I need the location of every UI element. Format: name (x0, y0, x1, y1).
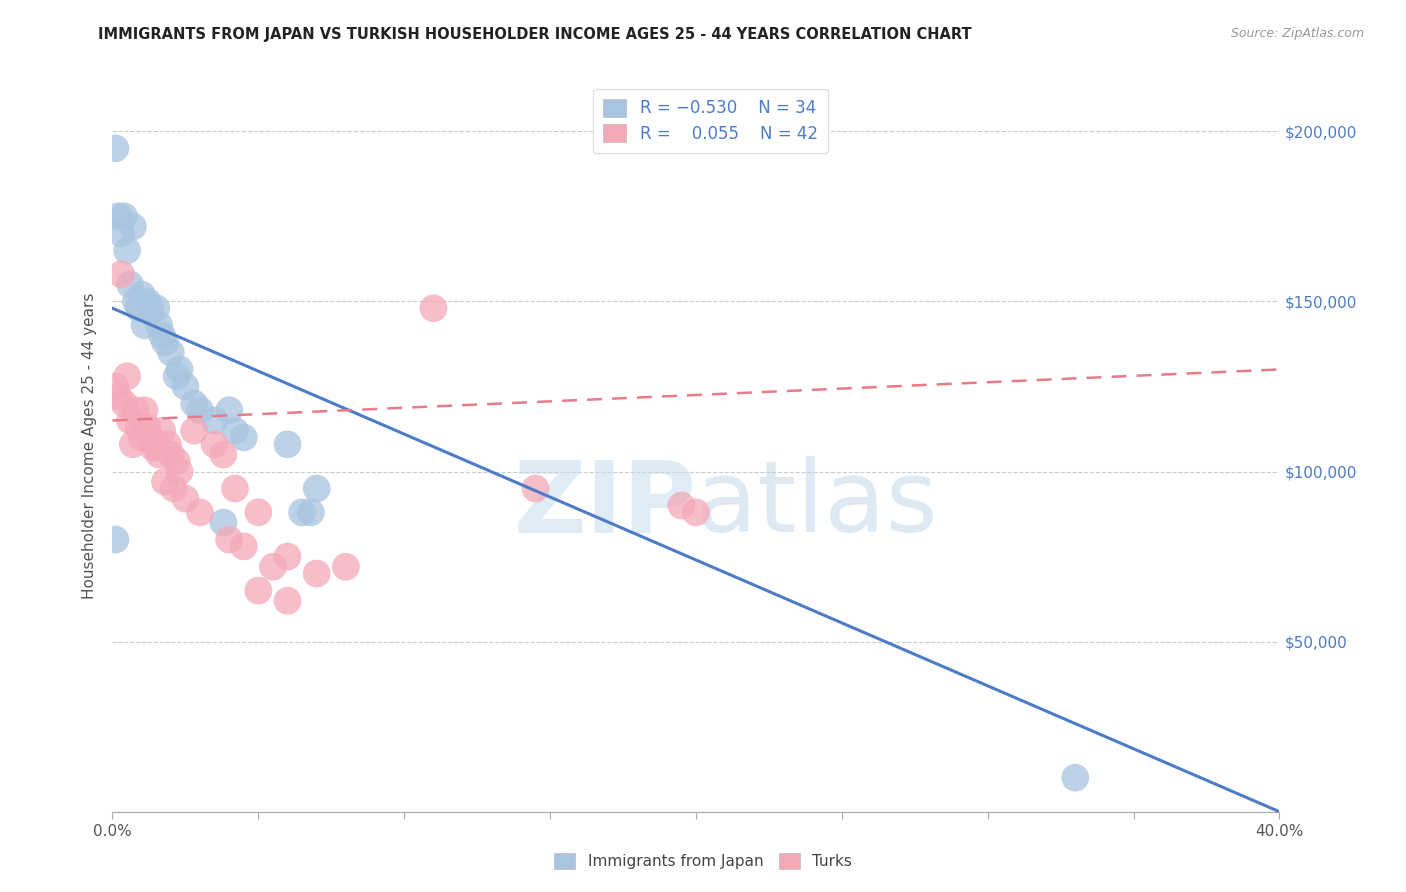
Point (122, 219, 145, 234)
Point (142, 441, 165, 455)
Point (276, 594, 298, 608)
Point (169, 362, 191, 376)
Text: ZIP: ZIP (513, 456, 696, 553)
Point (224, 424, 246, 438)
Point (160, 345, 183, 359)
Point (107, 210, 129, 224)
Point (166, 369, 188, 384)
Point (247, 583, 270, 598)
Point (188, 403, 211, 417)
Point (134, 403, 156, 417)
Point (160, 448, 183, 462)
Point (136, 294, 159, 309)
Point (166, 454, 188, 468)
Point (183, 396, 205, 410)
Point (134, 318, 156, 333)
Point (262, 559, 284, 574)
Point (218, 533, 240, 547)
Point (276, 437, 298, 451)
Point (131, 287, 153, 301)
Point (1064, 771, 1087, 785)
Point (104, 379, 127, 393)
Point (204, 437, 226, 451)
Point (115, 369, 138, 384)
Point (174, 379, 197, 393)
Point (524, 482, 547, 496)
Point (128, 301, 150, 316)
Point (247, 505, 270, 519)
Point (136, 420, 159, 434)
Point (218, 403, 240, 417)
Point (118, 413, 141, 427)
Point (110, 227, 132, 241)
Point (104, 141, 127, 155)
Point (139, 301, 162, 316)
Point (150, 328, 173, 343)
Point (125, 294, 148, 309)
Text: Source: ZipAtlas.com: Source: ZipAtlas.com (1230, 27, 1364, 40)
Point (122, 437, 145, 451)
Point (115, 244, 138, 258)
Legend: R = −0.530    N = 34, R =    0.055    N = 42: R = −0.530 N = 34, R = 0.055 N = 42 (593, 88, 828, 153)
Point (305, 566, 328, 581)
Point (232, 540, 254, 554)
Point (169, 465, 191, 479)
Point (139, 430, 162, 444)
Text: atlas: atlas (696, 456, 938, 553)
Point (671, 499, 693, 513)
Point (150, 424, 173, 438)
Point (232, 430, 254, 444)
Point (422, 301, 444, 316)
Point (212, 448, 235, 462)
Point (163, 482, 186, 496)
Point (224, 482, 246, 496)
Point (104, 533, 127, 547)
Point (145, 437, 167, 451)
Point (125, 403, 148, 417)
Point (107, 390, 129, 404)
Point (128, 420, 150, 434)
Point (153, 475, 176, 489)
Point (156, 437, 179, 451)
Point (305, 482, 328, 496)
Point (148, 448, 170, 462)
Point (299, 505, 322, 519)
Point (291, 505, 314, 519)
Point (335, 559, 357, 574)
Point (183, 424, 205, 438)
Point (153, 335, 176, 350)
Point (118, 277, 141, 292)
Legend: Immigrants from Japan, Turks: Immigrants from Japan, Turks (548, 847, 858, 875)
Y-axis label: Householder Income Ages 25 - 44 years: Householder Income Ages 25 - 44 years (82, 293, 97, 599)
Point (188, 505, 211, 519)
Point (148, 318, 170, 333)
Point (204, 413, 226, 427)
Text: IMMIGRANTS FROM JAPAN VS TURKISH HOUSEHOLDER INCOME AGES 25 - 44 YEARS CORRELATI: IMMIGRANTS FROM JAPAN VS TURKISH HOUSEHO… (98, 27, 972, 42)
Point (112, 396, 135, 410)
Point (212, 516, 235, 530)
Point (685, 505, 707, 519)
Point (276, 549, 298, 564)
Point (174, 491, 197, 506)
Point (110, 267, 132, 281)
Point (112, 210, 135, 224)
Point (131, 430, 153, 444)
Point (145, 301, 167, 316)
